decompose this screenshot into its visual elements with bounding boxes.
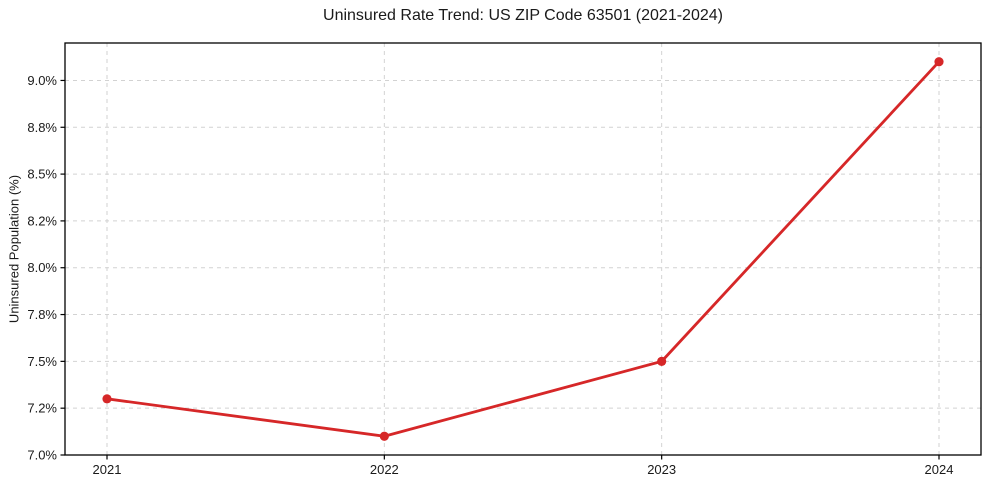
y-tick-label: 8.5% — [27, 167, 57, 182]
y-tick-label: 7.2% — [27, 401, 57, 416]
y-tick-label: 8.8% — [27, 120, 57, 135]
y-tick-label: 8.2% — [27, 213, 57, 228]
data-point-2021 — [102, 394, 112, 404]
x-tick-label: 2024 — [925, 462, 954, 477]
y-tick-label: 7.8% — [27, 307, 57, 322]
trend-line — [105, 60, 941, 438]
x-tick-label: 2021 — [93, 462, 122, 477]
y-tick-label: 9.0% — [27, 73, 57, 88]
x-tick-label: 2023 — [647, 462, 676, 477]
data-point-2024 — [934, 57, 944, 67]
data-point-2022 — [379, 431, 389, 441]
y-tick-label: 7.5% — [27, 354, 57, 369]
chart-title: Uninsured Rate Trend: US ZIP Code 63501 … — [323, 7, 723, 24]
x-tick-label: 2022 — [370, 462, 399, 477]
plot-border — [64, 42, 982, 456]
y-tick-label: 7.0% — [27, 448, 57, 463]
y-tick-label: 8.0% — [27, 260, 57, 275]
data-point-2023 — [657, 356, 667, 366]
